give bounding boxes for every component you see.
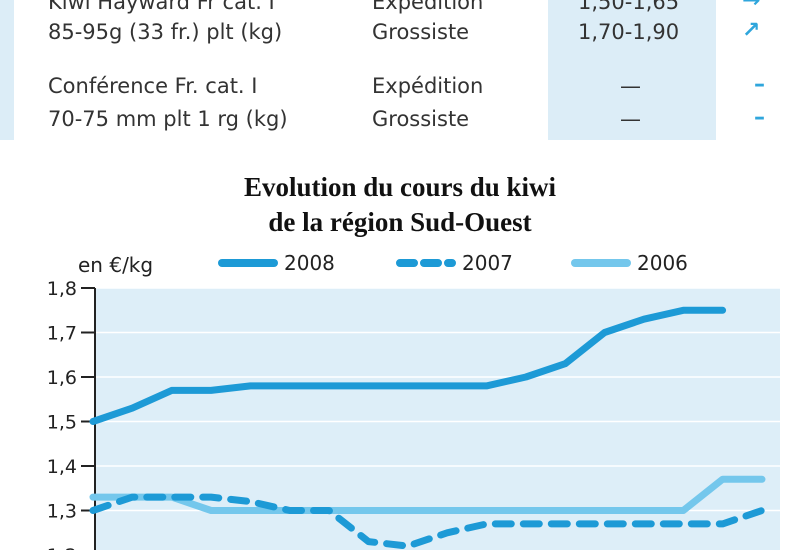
y-tick-label: 1,8 — [47, 278, 77, 300]
table-left-band — [0, 0, 14, 140]
series-line-2006 — [89, 475, 766, 514]
chart-title-line-2: de la région Sud-Ouest — [268, 207, 532, 237]
chart-title-line-1: Evolution du cours du kiwi — [243, 172, 557, 202]
series-group — [89, 306, 766, 550]
price-value: 1,50-1,65 — [578, 0, 680, 14]
legend-label-2008: 2008 — [284, 251, 335, 275]
y-axis: 1,2 1,3 1,4 1,5 1,6 1,7 1,8 — [47, 278, 96, 550]
row-product-bg — [30, 70, 330, 136]
y-axis-unit-label: en €/kg — [78, 253, 153, 277]
legend: 2008 2007 2006 — [218, 251, 688, 275]
price-value: — — [620, 74, 641, 98]
y-tick-label: 1,5 — [47, 412, 77, 434]
stage-label: Expédition — [372, 74, 484, 98]
trend-none-icon: – — [754, 105, 765, 130]
legend-label-2007: 2007 — [462, 251, 513, 275]
price-value: 1,70-1,90 — [578, 20, 680, 44]
y-tick-label: 1,6 — [47, 367, 77, 389]
product-line: 85-95g (33 fr.) plt (kg) — [48, 20, 283, 44]
legend-label-2006: 2006 — [637, 251, 688, 275]
trend-none-icon: – — [754, 72, 765, 97]
y-tick-label: 1,4 — [47, 456, 77, 478]
row-stage-bg — [355, 70, 545, 136]
row-trend-bg — [720, 0, 800, 50]
row-trend-bg — [720, 70, 800, 136]
trend-right-arrow-icon: → — [742, 0, 761, 13]
row-product-bg — [30, 0, 330, 50]
price-value: — — [620, 107, 641, 131]
price-table: Kiwi Hayward Fr cat. I 85-95g (33 fr.) p… — [0, 0, 800, 140]
stage-label: Grossiste — [372, 107, 470, 131]
series-line-2007 — [89, 493, 766, 550]
series-line-2008 — [89, 306, 727, 425]
stage-label: Grossiste — [372, 20, 470, 44]
y-tick-label: 1,7 — [47, 323, 77, 345]
stage-label: Expédition — [372, 0, 484, 14]
y-tick-label: 1,3 — [47, 501, 77, 523]
table-price-column-band — [548, 0, 716, 140]
product-line: Conférence Fr. cat. I — [48, 74, 258, 98]
product-line: 70-75 mm plt 1 rg (kg) — [48, 107, 288, 131]
trend-up-arrow-icon: ↗ — [742, 18, 761, 43]
row-stage-bg — [355, 0, 545, 50]
y-tick-label: 1,2 — [47, 545, 77, 550]
product-line: Kiwi Hayward Fr cat. I — [48, 0, 275, 14]
